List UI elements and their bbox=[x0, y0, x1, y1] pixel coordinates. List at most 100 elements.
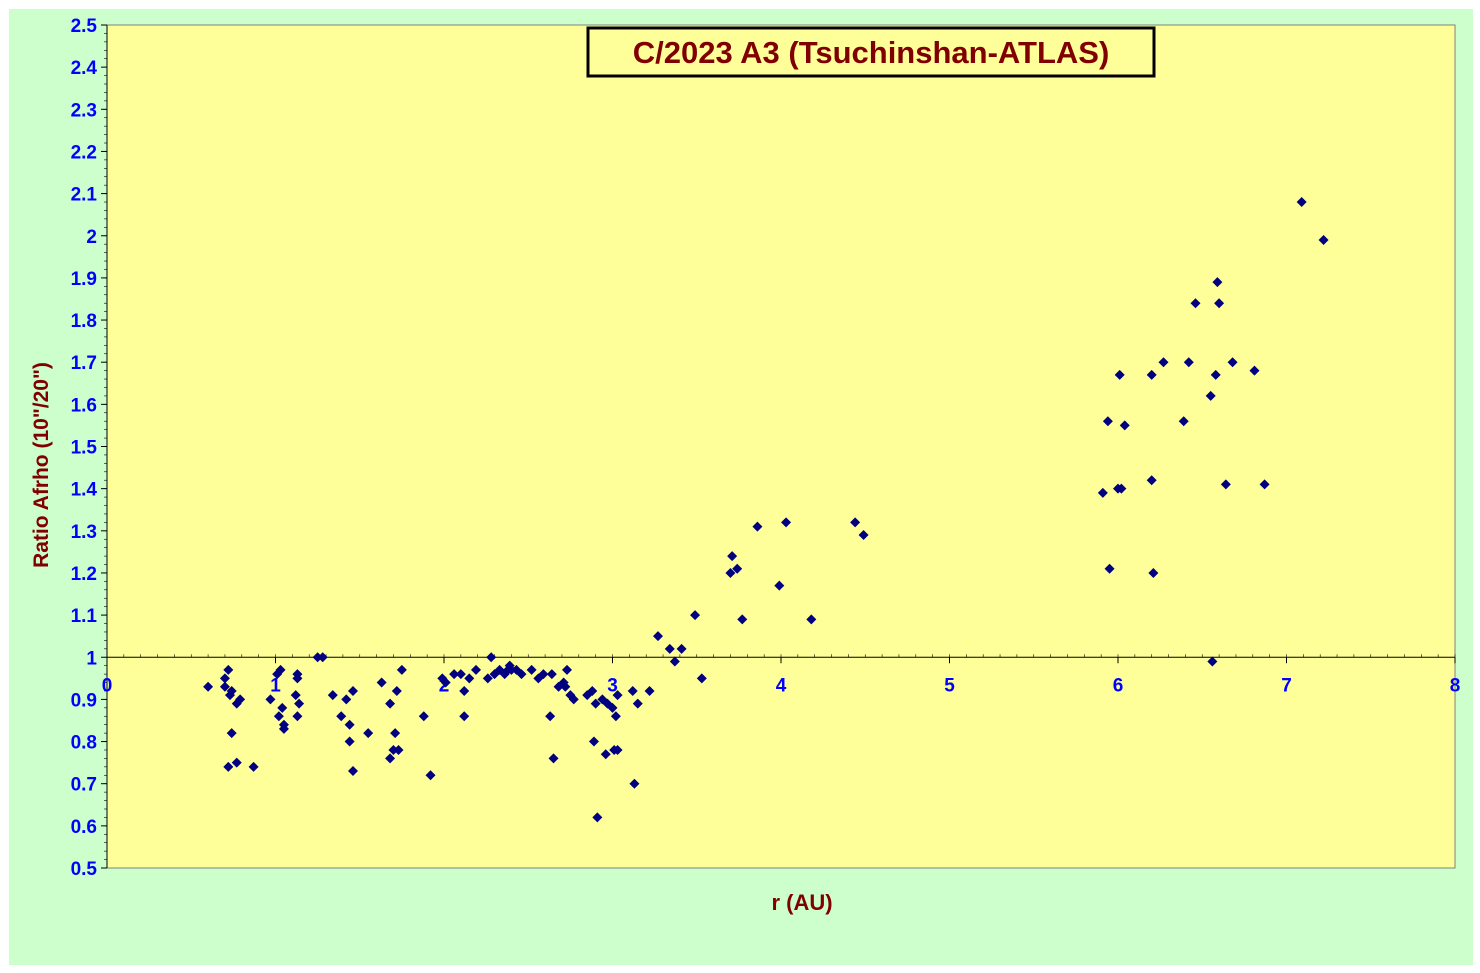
data-point bbox=[732, 563, 743, 574]
data-point bbox=[292, 673, 303, 684]
data-point bbox=[560, 681, 571, 692]
data-point bbox=[348, 685, 359, 696]
y-tick-label: 2 bbox=[86, 227, 97, 248]
data-point bbox=[752, 521, 763, 532]
data-point bbox=[317, 652, 328, 663]
data-point bbox=[1116, 483, 1127, 494]
data-point bbox=[223, 664, 234, 675]
y-tick-label: 1.5 bbox=[71, 438, 98, 459]
y-tick-label: 0.6 bbox=[71, 817, 97, 838]
data-point bbox=[418, 711, 429, 722]
y-axis-title: Ratio Afrho (10"/20") bbox=[30, 362, 53, 568]
data-point bbox=[388, 744, 399, 755]
data-point bbox=[588, 736, 599, 747]
data-point bbox=[548, 753, 559, 764]
data-point bbox=[690, 610, 701, 621]
data-point bbox=[294, 698, 305, 709]
y-tick-label: 2.4 bbox=[71, 58, 98, 79]
data-point bbox=[1104, 563, 1115, 574]
data-point bbox=[292, 711, 303, 722]
data-point bbox=[526, 664, 537, 675]
data-points bbox=[203, 197, 1329, 823]
data-point bbox=[482, 673, 493, 684]
data-point bbox=[546, 669, 557, 680]
x-axis bbox=[106, 654, 1456, 664]
data-point bbox=[1146, 475, 1157, 486]
data-point bbox=[273, 711, 284, 722]
data-point bbox=[1259, 479, 1270, 490]
data-point bbox=[265, 694, 276, 705]
data-point bbox=[1114, 369, 1125, 380]
data-point bbox=[1097, 487, 1108, 498]
data-point bbox=[385, 698, 396, 709]
data-point bbox=[390, 728, 401, 739]
y-tick-label: 2.5 bbox=[71, 16, 98, 37]
data-point bbox=[612, 690, 623, 701]
data-point bbox=[449, 669, 460, 680]
data-point bbox=[627, 685, 638, 696]
chart-title: C/2023 A3 (Tsuchinshan-ATLAS) bbox=[633, 35, 1110, 70]
data-point bbox=[425, 770, 436, 781]
data-point bbox=[464, 673, 475, 684]
data-point bbox=[275, 664, 286, 675]
x-tick-label: 4 bbox=[776, 675, 787, 696]
x-tick-label: 6 bbox=[1113, 675, 1124, 696]
data-point bbox=[1318, 234, 1329, 245]
x-tick-label: 3 bbox=[607, 675, 618, 696]
data-point bbox=[290, 690, 301, 701]
x-tick-label: 0 bbox=[102, 675, 113, 696]
data-point bbox=[538, 669, 549, 680]
y-tick-label: 0.9 bbox=[71, 690, 97, 711]
chart-area: 0.5 0.6 0.7 0.8 0.9 1 1.1 1.2 1.3 1.4 1.5 1.6 1.7 1.8… bbox=[9, 9, 1473, 965]
data-point bbox=[219, 681, 230, 692]
data-point bbox=[1148, 567, 1159, 578]
data-point bbox=[1190, 298, 1201, 309]
data-point bbox=[231, 757, 242, 768]
y-tick-labels: 0.5 0.6 0.7 0.8 0.9 1 1.1 1.2 1.3 1.4 1.5 1.6 1.7 1.8… bbox=[71, 16, 98, 880]
y-tick-label: 1.4 bbox=[71, 480, 98, 501]
data-point bbox=[664, 643, 675, 654]
data-point bbox=[600, 749, 611, 760]
x-tick-label: 8 bbox=[1450, 675, 1461, 696]
y-tick-label: 1.1 bbox=[71, 606, 98, 627]
data-point bbox=[1210, 369, 1221, 380]
data-point bbox=[612, 744, 623, 755]
data-point bbox=[696, 673, 707, 684]
plot-area bbox=[106, 24, 1456, 869]
data-point bbox=[486, 652, 497, 663]
data-point bbox=[219, 673, 230, 684]
data-point bbox=[1158, 357, 1169, 368]
data-point bbox=[393, 744, 404, 755]
data-point bbox=[774, 580, 785, 591]
data-point bbox=[1146, 369, 1157, 380]
y-tick-label: 2.2 bbox=[71, 142, 97, 163]
data-point bbox=[1102, 416, 1113, 427]
data-point bbox=[781, 517, 792, 528]
y-tick-label: 1 bbox=[86, 648, 97, 669]
data-point bbox=[203, 681, 214, 692]
y-tick-label: 0.5 bbox=[71, 859, 98, 880]
data-point bbox=[806, 614, 817, 625]
y-tick-label: 1.7 bbox=[71, 353, 97, 374]
data-point bbox=[1220, 479, 1231, 490]
x-tick-label: 7 bbox=[1281, 675, 1292, 696]
data-point bbox=[1249, 365, 1260, 376]
data-point bbox=[511, 664, 522, 675]
data-point bbox=[223, 761, 234, 772]
y-tick-label: 1.9 bbox=[71, 269, 97, 290]
data-point bbox=[248, 761, 259, 772]
data-point bbox=[278, 723, 289, 734]
data-point bbox=[1227, 357, 1238, 368]
data-point bbox=[459, 711, 470, 722]
data-point bbox=[562, 664, 573, 675]
data-point bbox=[727, 551, 738, 562]
data-point bbox=[632, 698, 643, 709]
data-point bbox=[455, 669, 466, 680]
y-axis bbox=[101, 24, 108, 869]
data-point bbox=[235, 694, 246, 705]
y-tick-label: 2.1 bbox=[71, 185, 98, 206]
x-tick-label: 1 bbox=[270, 675, 281, 696]
x-tick-label: 5 bbox=[944, 675, 955, 696]
data-point bbox=[644, 685, 655, 696]
data-point bbox=[471, 664, 482, 675]
